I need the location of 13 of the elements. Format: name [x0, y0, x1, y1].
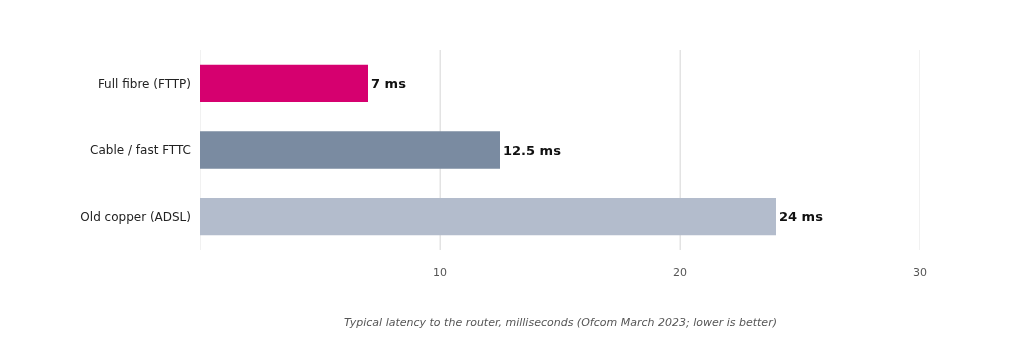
y-tick-label: Cable / fast FTTC	[90, 143, 191, 158]
y-tick-label: Full fibre (FTTP)	[97, 76, 191, 91]
y-tick-label: Old copper (ADSL)	[80, 209, 191, 224]
data-label: 12.5 ms	[503, 142, 562, 158]
x-tick-label: 20	[673, 266, 687, 279]
bar	[200, 64, 368, 102]
data-label: 7 ms	[371, 75, 407, 91]
x-tick-label: 30	[913, 266, 927, 279]
bar	[200, 131, 500, 169]
text: Typical latency to the router, milliseconds (Ofcom March 2023; lower is better)	[344, 316, 777, 329]
x-tick-label: 10	[433, 266, 447, 279]
bar	[200, 198, 776, 236]
data-label: 24 ms	[779, 209, 824, 225]
